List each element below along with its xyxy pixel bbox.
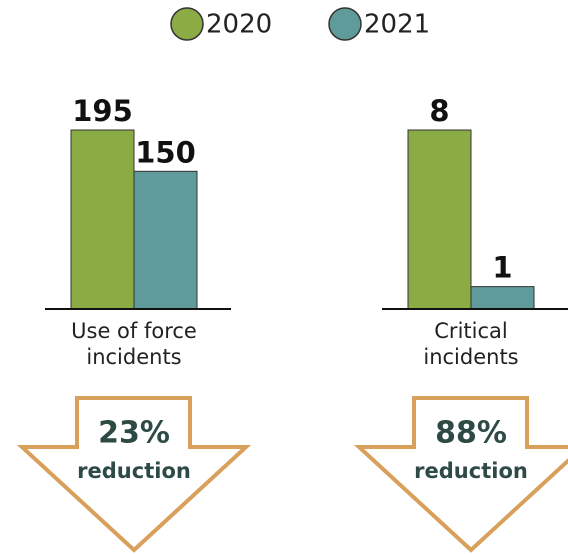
legend-swatch	[170, 7, 204, 41]
bar	[70, 129, 135, 310]
bar	[133, 170, 198, 310]
reduction-word: reduction	[414, 459, 528, 483]
value-label: 195	[72, 94, 133, 128]
bar	[407, 129, 472, 310]
value-label: 1	[492, 251, 512, 285]
value-label: 150	[135, 135, 196, 169]
x-label: Critical incidents	[423, 319, 519, 369]
reduction-arrow	[353, 396, 568, 553]
legend-swatch	[328, 7, 362, 41]
reduction-word: reduction	[77, 459, 191, 483]
legend-label: 2021	[364, 10, 430, 40]
value-label: 8	[429, 94, 449, 128]
bar	[470, 286, 535, 310]
x-label: Use of force incidents	[71, 319, 197, 369]
reduction-percent: 88%	[435, 416, 507, 451]
reduction-percent: 23%	[98, 416, 170, 451]
reduction-arrow	[16, 396, 252, 553]
legend-label: 2020	[206, 10, 272, 40]
